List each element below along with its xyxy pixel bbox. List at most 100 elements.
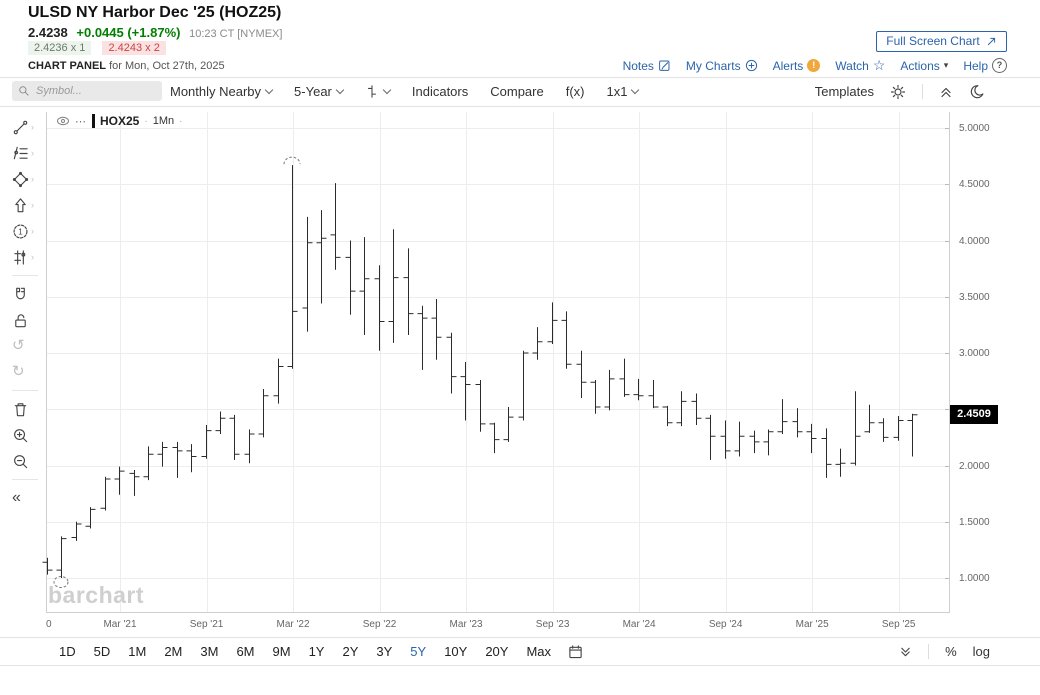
high-marker-arc — [283, 156, 301, 165]
ohlc-bar — [100, 476, 111, 511]
trendline-icon — [12, 119, 29, 136]
compare-button[interactable]: Compare — [490, 84, 543, 99]
range-button-1d[interactable]: 1D — [59, 644, 76, 659]
series-menu-icon[interactable]: ⋯ — [75, 115, 87, 128]
legend-interval[interactable]: 1Mn — [152, 115, 175, 127]
plot-area[interactable]: ⋯ HOX25 · 1Mn · barchart — [42, 112, 950, 613]
help-icon: ? — [992, 58, 1007, 73]
submenu-arrow-icon: › — [31, 252, 34, 262]
ohlc-bar — [792, 408, 803, 438]
redo-button[interactable]: ↻ — [8, 359, 25, 385]
measure-tool[interactable]: › — [8, 244, 34, 270]
collapse-toolbar-button[interactable]: « — [8, 485, 21, 511]
ohlc-bar-type-icon — [365, 84, 379, 99]
ohlc-bar — [273, 358, 284, 404]
watch-link[interactable]: Watch ☆ — [835, 57, 885, 74]
range-dropdown[interactable]: 5-Year — [294, 84, 345, 99]
expand-down-icon[interactable] — [899, 645, 912, 658]
indicators-label: Indicators — [411, 84, 469, 99]
fullscreen-arrow-icon — [986, 36, 997, 47]
measure-tool-icon — [12, 249, 29, 266]
actions-link[interactable]: Actions ▾ — [900, 59, 948, 73]
ohlc-bar — [821, 428, 832, 478]
unlock-icon — [12, 312, 29, 329]
divider — [12, 390, 38, 391]
y-axis-label: 2.0000 — [959, 460, 990, 472]
collapse-up-icon[interactable] — [939, 85, 953, 99]
templates-button[interactable]: Templates — [814, 84, 874, 99]
divider — [922, 84, 923, 99]
lock-toggle[interactable] — [8, 307, 29, 333]
bottom-toolbar: 1D 5D 1M 2M 3M 6M 9M 1Y 2Y 3Y 5Y 10Y 20Y Max % log — [0, 637, 1040, 666]
help-link[interactable]: Help ? — [963, 58, 1007, 73]
range-button-10y[interactable]: 10Y — [444, 644, 468, 659]
range-button-1m[interactable]: 1M — [128, 644, 147, 659]
magnet-toggle[interactable] — [8, 281, 29, 307]
indicators-button[interactable]: Indicators — [412, 84, 468, 99]
ohlc-bar — [114, 466, 125, 495]
eye-icon[interactable] — [56, 115, 70, 127]
dark-mode-moon-icon[interactable] — [969, 84, 984, 99]
percent-scale-button[interactable]: % — [945, 644, 957, 659]
delete-drawings-button[interactable] — [8, 396, 29, 422]
bid-value: 2.4236 x 1 — [28, 41, 92, 55]
price-axis[interactable]: 5.00004.50004.00003.50003.00002.50002.00… — [950, 112, 1040, 613]
actions-label: Actions — [900, 58, 940, 73]
range-button-max[interactable]: Max — [526, 644, 552, 659]
fullscreen-label: Full Screen Chart — [886, 34, 980, 48]
number-annotation-tool[interactable]: 1 › — [8, 218, 34, 244]
range-button-20y[interactable]: 20Y — [485, 644, 509, 659]
range-button-3m[interactable]: 3M — [200, 644, 219, 659]
settings-gear-icon[interactable] — [890, 84, 906, 100]
divider — [12, 275, 38, 276]
ohlc-bar — [835, 448, 846, 477]
ohlc-bar — [749, 430, 760, 454]
calendar-icon[interactable] — [568, 644, 583, 659]
chevron-down-icon — [335, 85, 345, 95]
bid-ask-line: 2.4236 x 1 2.4243 x 2 — [28, 41, 166, 55]
notes-link[interactable]: Notes — [623, 59, 671, 73]
grid-layout-dropdown[interactable]: 1x1 — [607, 84, 640, 99]
notes-label: Notes — [622, 58, 654, 73]
annotation-tools[interactable]: › — [8, 140, 34, 166]
symbol-search[interactable] — [12, 81, 162, 101]
fx-button[interactable]: f(x) — [566, 84, 585, 99]
zoom-out-icon — [12, 453, 29, 470]
log-scale-button[interactable]: log — [972, 644, 990, 659]
range-button-2m[interactable]: 2M — [164, 644, 183, 659]
price-change: +0.0445 (+1.87%) — [76, 25, 181, 40]
divider — [12, 479, 38, 480]
shape-tool[interactable]: › — [8, 166, 34, 192]
ohlc-plot — [42, 112, 950, 613]
alerts-link[interactable]: Alerts ! — [773, 59, 821, 73]
y-axis-label: 3.5000 — [959, 291, 990, 303]
time-axis[interactable]: 0 Mar '21 Sep '21 Mar '22 Sep '22 Mar '23 Sep … — [46, 619, 950, 633]
bar-type-dropdown[interactable] — [365, 84, 392, 99]
range-button-1y[interactable]: 1Y — [308, 644, 325, 659]
ohlc-bar — [316, 210, 327, 304]
range-button-5y[interactable]: 5Y — [410, 644, 427, 659]
alert-icon: ! — [807, 59, 821, 72]
drawing-toolbar: › › › › 1 › › ↺ ↻ « — [8, 114, 46, 511]
y-axis-label: 3.0000 — [959, 348, 990, 359]
symbol-input[interactable] — [34, 84, 158, 98]
zoom-in-button[interactable] — [8, 422, 29, 448]
ohlc-bar — [806, 423, 817, 454]
ohlc-bar — [431, 299, 442, 360]
ohlc-bar — [42, 557, 53, 575]
fullscreen-button[interactable]: Full Screen Chart — [876, 31, 1007, 52]
my-charts-link[interactable]: My Charts — [686, 59, 758, 73]
arrow-tool[interactable]: › — [8, 192, 34, 218]
zoom-out-button[interactable] — [8, 448, 29, 474]
ask-value: 2.4243 x 2 — [102, 41, 166, 55]
range-button-9m[interactable]: 9M — [272, 644, 291, 659]
range-button-3y[interactable]: 3Y — [376, 644, 393, 659]
aggregation-dropdown[interactable]: Monthly Nearby — [170, 84, 274, 99]
range-button-2y[interactable]: 2Y — [342, 644, 359, 659]
range-button-5d[interactable]: 5D — [93, 644, 111, 659]
undo-button[interactable]: ↺ — [8, 333, 25, 359]
trendline-tool[interactable]: › — [8, 114, 34, 140]
last-price: 2.4238 — [28, 25, 68, 40]
annotation-tools-icon — [12, 145, 29, 162]
range-button-6m[interactable]: 6M — [236, 644, 255, 659]
